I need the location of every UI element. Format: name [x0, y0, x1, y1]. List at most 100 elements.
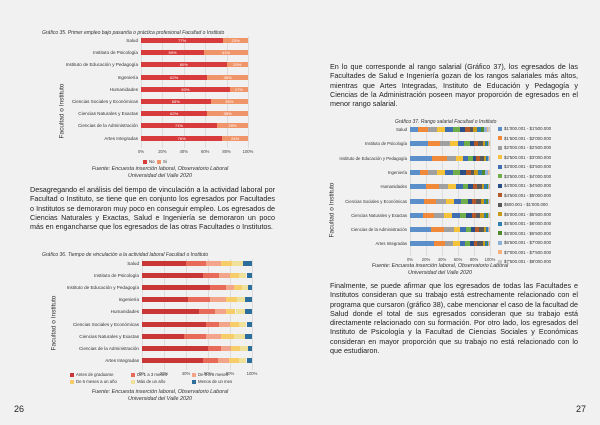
chart37-bar-segment — [488, 241, 490, 247]
chart36-bar-segment — [142, 273, 203, 279]
chart35-category-label: Ciencias Naturales y Exactas — [78, 111, 138, 117]
chart36-bar-segment — [221, 345, 232, 351]
chart37-source-line2: Universidad del Valle 2020 — [408, 270, 472, 276]
chart35-data-label: 71% — [174, 123, 183, 129]
chart37-bar-segment — [431, 227, 444, 233]
chart37-bar-segment — [438, 184, 449, 190]
chart37-bar-segment — [464, 141, 470, 147]
chart37-legend-item: $500.001 - $1'000.000 — [498, 202, 548, 207]
chart37-bar-segment — [462, 184, 469, 190]
chart37-bar-segment — [477, 184, 482, 190]
chart37-category-label: Ciencias Sociales y Económicas — [345, 198, 407, 204]
chart37-bar-segment — [467, 198, 473, 204]
chart37-legend-swatch — [498, 126, 502, 131]
chart37-bar-segment — [486, 141, 489, 147]
chart35-data-label: 76% — [177, 135, 186, 141]
chart36-bar-segment — [238, 321, 247, 327]
chart35-bar-segment — [141, 74, 208, 80]
chart35-data-label: 65% — [171, 99, 180, 104]
chart37-bar-segment — [410, 169, 420, 175]
chart37-bar-segment — [410, 198, 425, 204]
chart36-bar-segment — [228, 357, 239, 363]
page-number-right: 27 — [576, 404, 587, 414]
chart35-xtick: 20% — [158, 148, 167, 154]
chart37-bar-segment — [486, 212, 488, 218]
chart36-legend-swatch — [192, 379, 196, 384]
chart37-bar-segment — [482, 169, 486, 175]
chart35-legend-swatch — [143, 159, 147, 164]
chart37-bar-segment — [465, 127, 470, 132]
chart37-bar-segment — [487, 155, 489, 161]
chart37-bar-segment — [486, 155, 488, 161]
chart36-bar-segment — [217, 357, 229, 363]
chart36-legend-item: De 6 meses a un año — [70, 379, 117, 384]
chart37-bar-segment — [410, 227, 431, 233]
chart36-bar-segment — [219, 321, 230, 327]
chart37-xtick: 20% — [421, 256, 431, 262]
chart36-bar-segment — [246, 273, 252, 279]
chart36-legend-label: Menos de un mes — [198, 379, 233, 384]
chart36-bar-segment — [246, 357, 252, 363]
chart36-legend-swatch — [70, 379, 74, 384]
chart36-xtick: 80% — [225, 370, 235, 376]
chart35-data-label: 24% — [231, 135, 240, 141]
chart37-bar-segment — [443, 212, 452, 218]
chart37-category-label: Ingeniería — [387, 169, 407, 175]
chart37-bar-segment — [454, 198, 462, 204]
chart37-bar-segment — [488, 155, 490, 161]
chart37-gridline — [426, 125, 427, 256]
chart37-bar-segment — [476, 212, 481, 218]
chart37-legend-swatch — [498, 250, 502, 255]
chart35-bar-segment — [141, 123, 217, 129]
chart37-legend-item: $5'500.001 - $6'000.000 — [498, 221, 551, 226]
chart36-bar-segment — [243, 261, 252, 266]
chart37-bar-segment — [489, 227, 490, 233]
chart35-data-label: 35% — [225, 99, 234, 104]
chart36-legend-label: De 3 a 6 meses — [198, 372, 229, 377]
chart35-gridline — [141, 36, 142, 148]
chart37-legend-swatch — [498, 164, 502, 169]
chart35-xtick: 80% — [222, 148, 231, 154]
chart37-bar-segment — [478, 141, 483, 147]
chart36-xtick: 100% — [246, 370, 258, 376]
chart37-bar-segment — [468, 184, 474, 190]
chart37-category-label: Salud — [396, 127, 407, 132]
chart37-bar-segment — [427, 141, 441, 147]
chart35-gridline — [183, 36, 185, 148]
chart35-data-label: 38% — [223, 111, 232, 117]
chart36-bar-segment — [245, 309, 252, 315]
chart36-legend-swatch — [70, 372, 74, 377]
chart37-bar-segment — [474, 241, 478, 247]
chart35-category-label: Instituto de Psicología — [93, 50, 138, 56]
chart35-gridline — [248, 36, 249, 148]
chart36-bar-segment — [142, 345, 208, 351]
chart37-legend-swatch — [498, 136, 502, 141]
chart36-bar-segment — [247, 285, 252, 291]
chart36-legend-label: De 6 meses a un año — [76, 379, 117, 384]
chart35-bar-segment — [204, 50, 248, 56]
chart37-legend-swatch — [498, 202, 502, 207]
chart37-bar-segment — [483, 212, 486, 218]
chart37-legend-item: $2'500.001 - $3'000.000 — [498, 155, 551, 160]
chart37-bar-segment — [471, 212, 477, 218]
chart37-bar-segment — [446, 198, 454, 204]
chart37-bar-segment — [484, 127, 487, 132]
chart37-gridline — [458, 125, 459, 256]
chart37-legend-item: $5'000.001 - $5'500.000 — [498, 212, 551, 217]
chart37-category-label: Ciencias de la Administración — [350, 227, 407, 233]
chart36-legend-label: De 1 a 3 meses — [137, 372, 168, 377]
chart36-bar-segment — [238, 273, 247, 279]
chart36-bar-segment — [199, 309, 215, 315]
chart37-bar-segment — [410, 127, 418, 132]
chart36-bar-segment — [230, 321, 239, 327]
chart37-bar-segment — [456, 155, 463, 161]
chart37-bar-segment — [453, 127, 460, 132]
chart35-source-line2: Universidad del Valle 2020 — [128, 173, 192, 179]
chart37-bar-segment — [489, 241, 490, 247]
chart37-bar-segment — [451, 212, 460, 218]
chart36-xtick: 20% — [159, 370, 169, 376]
chart37-bar-segment — [459, 212, 466, 218]
chart35-bar-segment — [141, 86, 230, 92]
chart35-data-label: 17% — [234, 86, 243, 92]
chart37-bar-segment — [482, 241, 486, 247]
